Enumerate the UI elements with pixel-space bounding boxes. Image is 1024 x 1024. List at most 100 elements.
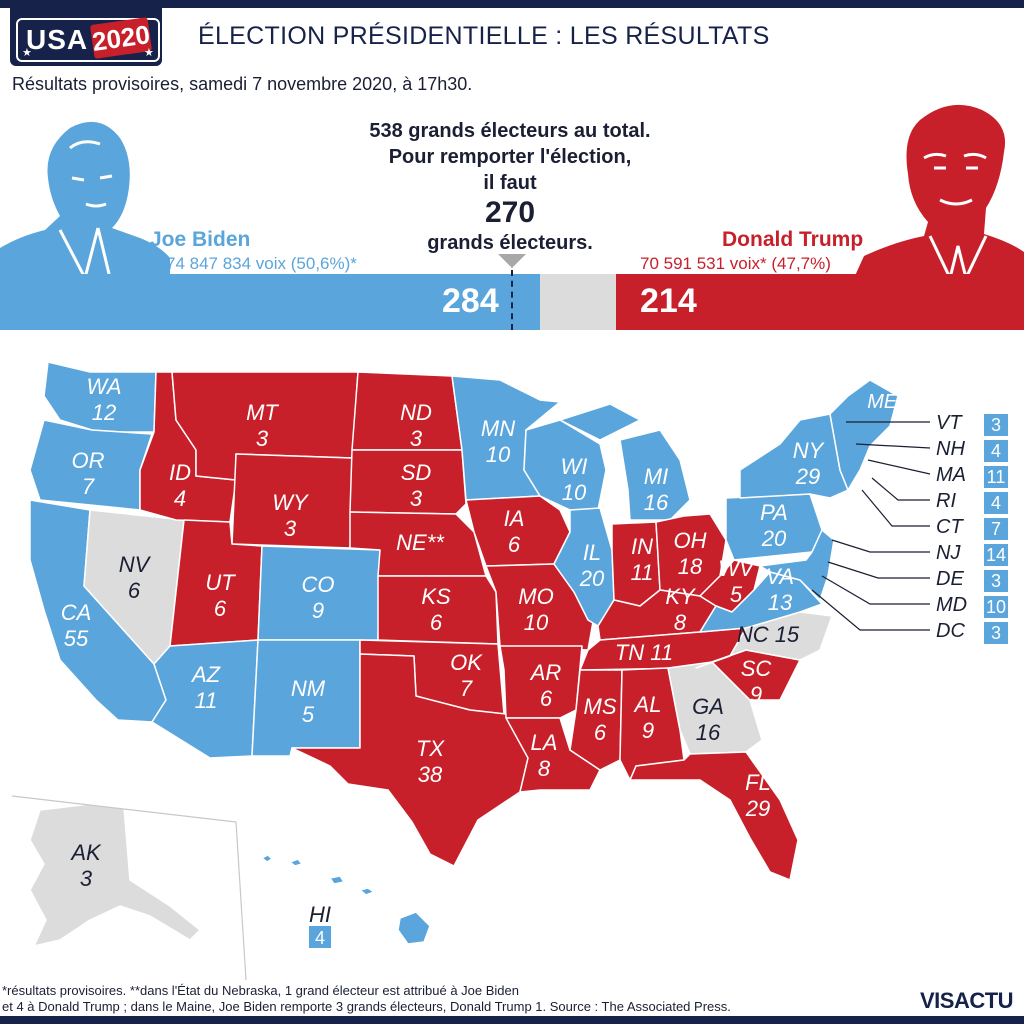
state-ev-KY: 8: [674, 610, 687, 635]
usa-2020-logo: USA 2020 ★ ★: [10, 8, 162, 66]
state-code-CO: CO: [302, 572, 335, 597]
callout-ev-RI: 4: [984, 492, 1008, 514]
top-bar: [0, 0, 1024, 8]
state-ev-MN: 10: [486, 442, 511, 467]
state-ev-TX: 38: [418, 762, 443, 787]
state-ev-GA: 16: [696, 720, 721, 745]
footnote-line: et 4 à Donald Trump ; dans le Maine, Joe…: [2, 999, 731, 1014]
state-code-NE: NE**: [396, 530, 445, 555]
state-code-MN: MN: [481, 416, 515, 441]
state-code-GA: GA: [692, 694, 724, 719]
trump-electors: 214: [640, 282, 697, 320]
state-ev-UT: 6: [214, 596, 227, 621]
note-line: Pour remporter l'élection,: [388, 146, 632, 168]
bottom-bar: [0, 1016, 1024, 1024]
callout-MD: MD: [936, 594, 968, 616]
biden-votes: 74 847 834 voix (50,6%)*: [166, 254, 357, 273]
state-SD: [349, 449, 467, 515]
callout-ev-CT: 7: [984, 518, 1008, 540]
logo-frame: USA 2020 ★ ★: [16, 17, 160, 62]
state-code-HI: HI: [309, 902, 331, 927]
state-ev-ND: 3: [410, 426, 423, 451]
trump-name: Donald Trump: [722, 228, 864, 251]
state-code-NC: NC 15: [737, 622, 800, 647]
callout-NJ: NJ: [936, 542, 961, 564]
state-ev-SD: 3: [410, 486, 423, 511]
state-code-AL: AL: [633, 692, 662, 717]
visactu-logo: VISACTU: [920, 988, 1014, 1013]
state-code-ND: ND: [400, 400, 432, 425]
state-code-CA: CA: [61, 600, 92, 625]
ev-box-HI: [309, 926, 331, 948]
note-line: grands électeurs.: [427, 232, 593, 254]
state-KS: [377, 575, 499, 645]
state-code-WY: WY: [272, 490, 309, 515]
undecided-electors-bar: [540, 274, 616, 330]
state-code-FL: FL: [745, 770, 771, 795]
callout-NH: NH: [936, 438, 965, 460]
state-code-AK: AK: [69, 840, 102, 865]
threshold-arrow-icon: [498, 254, 526, 268]
state-code-TX: TX: [416, 736, 445, 761]
state-MI: [559, 403, 691, 521]
logo-country: USA: [26, 24, 89, 55]
state-ev-MS: 6: [594, 720, 607, 745]
biden-electors-bar: [0, 274, 540, 330]
state-ev-CO: 9: [312, 598, 324, 623]
threshold-number: 270: [484, 196, 536, 229]
state-ev-WI: 10: [562, 480, 587, 505]
state-ev-HI: 4: [315, 928, 325, 948]
state-FL: [629, 751, 799, 881]
trump-votes: 70 591 531 voix* (47,7%): [640, 254, 831, 273]
state-ev-OR: 7: [82, 474, 95, 499]
page-title: ÉLECTION PRÉSIDENTIELLE : LES RÉSULTATS: [198, 22, 770, 50]
state-code-MT: MT: [246, 400, 279, 425]
state-code-IL: IL: [583, 540, 601, 565]
callout-DE: DE: [936, 568, 964, 590]
star-icon: ★: [22, 47, 32, 59]
callout-VT: VT: [936, 412, 962, 434]
state-ev-AR: 6: [540, 686, 553, 711]
state-ev-PA: 20: [761, 526, 787, 551]
callout-ev-NH: 4: [984, 440, 1008, 462]
state-code-MS: MS: [584, 694, 617, 719]
state-AK: [29, 803, 201, 947]
state-ev-ID: 4: [174, 486, 186, 511]
state-code-LA: LA: [531, 730, 558, 755]
state-NJ-MD-DE: [759, 529, 835, 601]
state-code-TN: TN 11: [615, 640, 673, 665]
state-code-WA: WA: [86, 374, 121, 399]
page-subtitle: Résultats provisoires, samedi 7 novembre…: [12, 74, 473, 94]
state-code-UT: UT: [205, 570, 236, 595]
state-ev-WY: 3: [284, 516, 297, 541]
callout-RI: RI: [936, 490, 956, 512]
state-code-AZ: AZ: [190, 662, 222, 687]
state-ev-SC: 9: [750, 682, 762, 707]
threshold-line: [511, 270, 513, 330]
state-ev-MI: 16: [644, 490, 669, 515]
state-HI: [261, 854, 431, 945]
callout-ev-DE: 3: [984, 570, 1008, 592]
callout-ev-MD: 10: [984, 596, 1008, 618]
state-code-SC: SC: [741, 656, 772, 681]
state-code-KY: KY: [665, 584, 696, 609]
state-code-AR: AR: [529, 660, 562, 685]
threshold-note: 538 grands électeurs au total. Pour remp…: [340, 118, 680, 256]
biden-electors: 284: [442, 282, 499, 320]
state-code-ID: ID: [169, 460, 191, 485]
state-code-NY: NY: [793, 438, 825, 463]
state-ev-MT: 3: [256, 426, 269, 451]
state-ev-WV: 5: [730, 582, 743, 607]
state-code-MI: MI: [644, 464, 668, 489]
state-code-WV: WV: [718, 556, 756, 581]
state-code-PA: PA: [760, 500, 788, 525]
biden-name: Joe Biden: [150, 228, 251, 251]
state-ev-FL: 29: [745, 796, 770, 821]
note-line: 538 grands électeurs au total.: [369, 120, 651, 142]
state-ev-IA: 6: [508, 532, 521, 557]
callout-ev-VT: 3: [984, 414, 1008, 436]
callout-ev-MA: 11: [984, 466, 1008, 488]
state-code-VA: VA: [766, 564, 794, 589]
state-code-KS: KS: [421, 584, 451, 609]
